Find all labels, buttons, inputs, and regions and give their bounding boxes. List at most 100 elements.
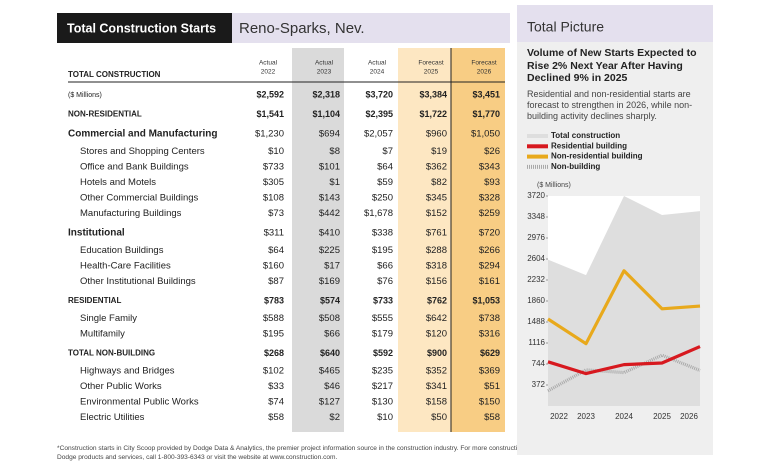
section-row-label: TOTAL NON-BUILDING xyxy=(68,349,155,358)
cell: $288 xyxy=(426,245,447,256)
cell: $7 xyxy=(382,146,393,157)
cell: $733 xyxy=(263,162,284,173)
total-row-label: ($ Millions) xyxy=(68,92,102,99)
cell: $108 xyxy=(263,193,284,204)
cell: $343 xyxy=(479,162,500,173)
cell: $64 xyxy=(268,245,284,256)
x-tick-label: 2024 xyxy=(615,412,633,421)
cell: $130 xyxy=(372,397,393,408)
section-label: TOTAL CONSTRUCTION xyxy=(68,70,161,79)
cell: $143 xyxy=(319,193,340,204)
header-band xyxy=(232,13,510,43)
cell: $305 xyxy=(263,177,284,188)
x-tick-label: 2022 xyxy=(550,412,568,421)
cell: $410 xyxy=(319,228,340,239)
y-tick-label: 744 xyxy=(532,359,546,368)
cell: $316 xyxy=(479,329,500,340)
column-kind: Forecast xyxy=(471,60,496,67)
cell: $960 xyxy=(426,129,447,140)
cell: $58 xyxy=(484,412,500,423)
column-kind: Actual xyxy=(259,60,278,67)
item-row-label: Electric Utilities xyxy=(80,412,145,423)
cell: $592 xyxy=(373,348,393,358)
cell: $179 xyxy=(372,329,393,340)
cell: $195 xyxy=(372,245,393,256)
cell: $217 xyxy=(372,381,393,392)
cell: $3,384 xyxy=(419,89,447,99)
cell: $2 xyxy=(329,412,340,423)
x-tick-label: 2026 xyxy=(680,412,698,421)
chart-subtitle: Residential and non-residential starts a… xyxy=(527,89,693,121)
cell: $318 xyxy=(426,261,447,272)
item-row-label: Health-Care Facilities xyxy=(80,261,171,272)
y-tick-label: 3720 xyxy=(527,191,545,200)
cell: $266 xyxy=(479,245,500,256)
cell: $82 xyxy=(431,177,447,188)
cell: $574 xyxy=(320,295,340,305)
panel-title: Total Picture xyxy=(527,19,604,35)
y-tick-label: 1116 xyxy=(528,338,545,347)
cell: $738 xyxy=(479,313,500,324)
item-row-label: Hotels and Motels xyxy=(80,177,156,188)
cell: $93 xyxy=(484,177,500,188)
cell: $294 xyxy=(479,261,500,272)
cell: $161 xyxy=(479,276,500,287)
item-row-label: Highways and Bridges xyxy=(80,366,175,377)
cell: $120 xyxy=(426,329,447,340)
cell: $1 xyxy=(329,177,340,188)
cell: $1,050 xyxy=(471,129,500,140)
cell: $328 xyxy=(479,193,500,204)
cell: $1,053 xyxy=(472,295,500,305)
cell: $762 xyxy=(427,295,447,305)
cell: $900 xyxy=(427,348,447,358)
cell: $152 xyxy=(426,208,447,219)
cell: $50 xyxy=(431,412,447,423)
column-year: 2026 xyxy=(477,69,492,76)
column-kind: Actual xyxy=(368,60,387,67)
legend-swatch xyxy=(527,154,548,159)
y-tick-label: 1488 xyxy=(527,317,545,326)
cell: $369 xyxy=(479,366,500,377)
cell: $1,541 xyxy=(256,109,284,119)
y-tick-label: 2232 xyxy=(527,275,545,284)
cell: $1,678 xyxy=(364,208,393,219)
cell: $225 xyxy=(319,245,340,256)
column-year: 2024 xyxy=(370,69,385,76)
column-year: 2025 xyxy=(424,69,439,76)
y-tick-label: 372 xyxy=(532,380,546,389)
cell: $66 xyxy=(324,329,340,340)
header-location: Reno-Sparks, Nev. xyxy=(239,20,365,37)
cell: $74 xyxy=(268,397,284,408)
item-row-label: Other Commercial Buildings xyxy=(80,193,199,204)
cell: $3,720 xyxy=(365,89,393,99)
cell: $1,770 xyxy=(472,109,500,119)
cell: $250 xyxy=(372,193,393,204)
cell: $17 xyxy=(324,261,340,272)
footnote: Dodge products and services, call 1-800-… xyxy=(57,454,338,461)
cell: $345 xyxy=(426,193,447,204)
cell: $2,057 xyxy=(364,129,393,140)
cell: $169 xyxy=(319,276,340,287)
cell: $59 xyxy=(377,177,393,188)
section-row-label: RESIDENTIAL xyxy=(68,296,121,305)
cell: $3,451 xyxy=(472,89,500,99)
item-row-label: Office and Bank Buildings xyxy=(80,162,189,173)
cell: $101 xyxy=(319,162,340,173)
column-shade xyxy=(451,48,505,432)
legend-label: Total construction xyxy=(551,131,620,140)
cell: $642 xyxy=(426,313,447,324)
cell: $2,395 xyxy=(365,109,393,119)
column-shade xyxy=(398,48,451,432)
chart-subtitle-box: Residential and non-residential starts a… xyxy=(527,89,693,121)
cell: $555 xyxy=(372,313,393,324)
panel-header xyxy=(517,5,713,42)
cell: $195 xyxy=(263,329,284,340)
legend-swatch xyxy=(527,144,548,149)
chart-title-box: Volume of New Starts Expected to Rise 2%… xyxy=(527,47,697,84)
legend-label: Residential building xyxy=(551,141,627,150)
y-axis-label: ($ Millions) xyxy=(537,182,571,189)
cell: $733 xyxy=(373,295,393,305)
cell: $341 xyxy=(426,381,447,392)
item-row-label: Other Institutional Buildings xyxy=(80,276,196,287)
